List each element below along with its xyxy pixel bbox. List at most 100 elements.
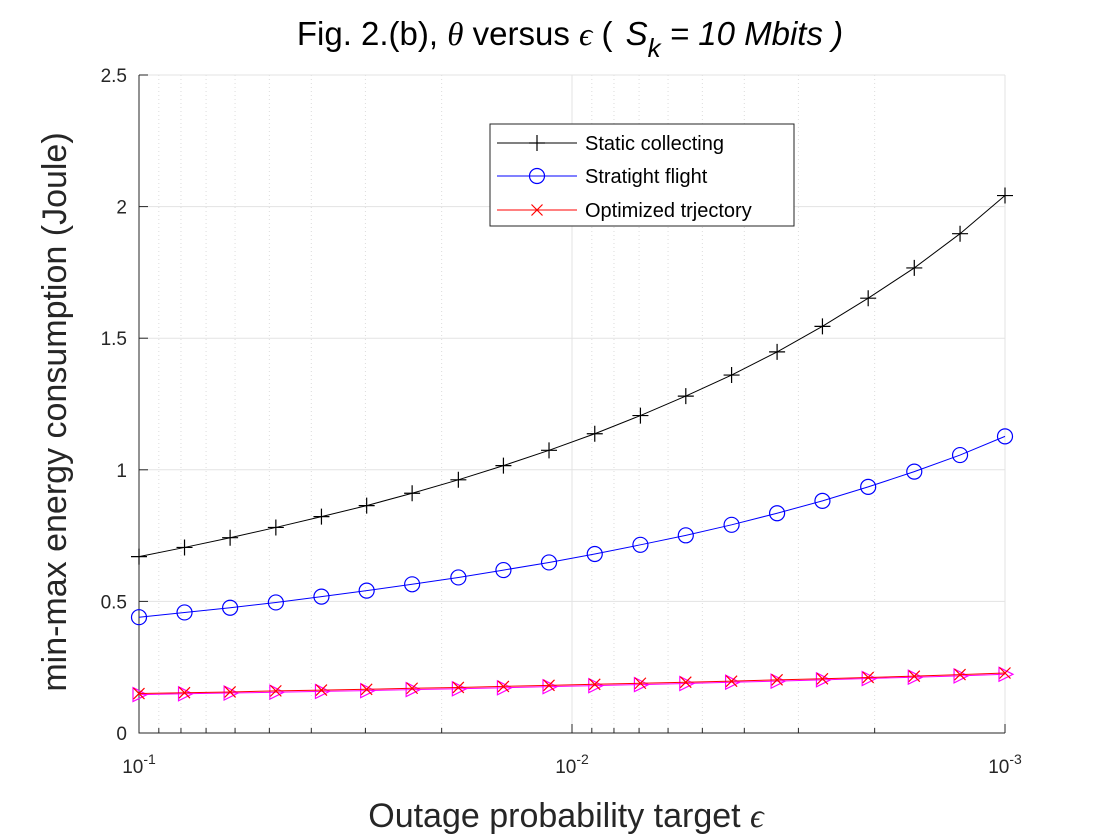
- circle-marker: [176, 604, 193, 621]
- triangle-marker: [496, 679, 513, 696]
- legend-box: [489, 123, 795, 227]
- triangle-marker: [861, 670, 878, 687]
- x-marker: [133, 687, 145, 700]
- circle-marker: [860, 478, 877, 496]
- plus-marker: [586, 425, 603, 442]
- plus-marker: [131, 548, 147, 565]
- x-marker: [497, 680, 510, 693]
- circle-marker: [677, 527, 694, 544]
- legend-entries: Static collecting Stratight flight Optimiz…: [497, 133, 752, 222]
- title-s: S: [626, 15, 648, 52]
- x-marker: [862, 671, 875, 684]
- x-marker: [816, 672, 829, 685]
- circle-marker: [267, 594, 284, 611]
- y-tick-label: 2.5: [101, 66, 127, 87]
- triangle-marker: [132, 686, 149, 703]
- triangle-marker: [907, 669, 924, 686]
- circle-marker: [495, 561, 512, 579]
- plus-marker: [313, 508, 330, 525]
- plus-marker: [529, 135, 545, 151]
- plus-marker: [267, 519, 284, 536]
- x-tick-label: 10-1: [122, 751, 156, 778]
- x-marker: [531, 204, 543, 216]
- circle-marker: [130, 609, 148, 626]
- chart-title: Fig. 2.(b), θ versus ϵ ( Sk = 10 Mbits ): [297, 15, 843, 63]
- title-subscript-k: k: [648, 33, 663, 63]
- triangle-marker: [314, 683, 331, 700]
- circle-marker: [404, 576, 421, 593]
- plus-marker: [723, 367, 740, 384]
- series-optimized-trjectory: [133, 667, 1011, 700]
- triangle-marker: [223, 685, 240, 701]
- triangle-marker: [953, 667, 970, 684]
- y-tick-label: 1.5: [101, 329, 127, 350]
- triangle-marker: [770, 673, 787, 690]
- plus-marker: [677, 388, 694, 405]
- series-layer: [130, 187, 1015, 703]
- legend-entry: Static collecting: [497, 133, 724, 155]
- y-axis-label: min-max energy consumption (Joule): [36, 132, 74, 691]
- plus-marker: [450, 471, 467, 488]
- legend-label: Stratight flight: [585, 166, 708, 188]
- plus-marker: [814, 318, 831, 335]
- x-marker: [771, 673, 784, 686]
- x-marker: [269, 684, 282, 697]
- plus-marker: [952, 225, 969, 242]
- circle-marker: [814, 492, 831, 509]
- title-prefix: Fig. 2.(b),: [297, 15, 447, 52]
- circle-marker: [358, 582, 375, 599]
- legend: Static collecting Stratight flight Optimiz…: [489, 123, 795, 227]
- x-marker: [634, 677, 647, 690]
- x-marker: [360, 683, 373, 696]
- circle-marker: [906, 463, 923, 480]
- circle-marker: [586, 545, 603, 563]
- circle-marker: [951, 446, 969, 464]
- x-tick-label: 10-3: [988, 751, 1022, 778]
- legend-entry: Stratight flight: [497, 166, 708, 188]
- x-marker: [999, 667, 1011, 679]
- y-tick-label: 2: [116, 198, 127, 219]
- title-epsilon: ϵ: [579, 17, 594, 53]
- circle-marker: [723, 516, 740, 533]
- title-middle: versus: [463, 15, 579, 52]
- plus-marker: [632, 407, 649, 424]
- series-line: [138, 672, 1006, 695]
- x-marker: [588, 678, 601, 691]
- series-magenta-triangles: [132, 666, 1015, 703]
- circle-marker: [632, 536, 649, 553]
- circle-marker: [540, 554, 558, 571]
- series-stratight-flight: [130, 428, 1014, 626]
- plus-marker: [906, 259, 923, 276]
- y-tick-label: 0.5: [101, 592, 127, 613]
- x-marker: [954, 668, 966, 681]
- triangle-marker: [405, 681, 422, 698]
- legend-label: Static collecting: [585, 133, 724, 155]
- triangle-marker: [724, 674, 741, 691]
- x-axis-label-epsilon: ϵ: [750, 798, 765, 835]
- plus-marker: [769, 343, 786, 360]
- circle-marker: [313, 588, 330, 605]
- y-tick-labels: 0 0.5 1 1.5 2 2.5: [101, 66, 127, 745]
- minor-grid: [158, 75, 876, 733]
- y-tick-label: 0: [116, 724, 127, 745]
- plus-marker: [541, 442, 558, 459]
- plus-marker: [222, 529, 239, 546]
- x-axis-label: Outage probability target ϵ: [368, 797, 765, 835]
- plus-marker: [404, 485, 421, 502]
- triangle-marker: [360, 682, 377, 699]
- x-marker: [543, 679, 555, 692]
- x-marker: [725, 675, 738, 688]
- series-line: [138, 195, 1006, 558]
- circle-marker: [996, 428, 1014, 445]
- axis-frame: [138, 75, 1005, 734]
- series-static-collecting: [131, 187, 1013, 565]
- legend-entry: Optimized trjectory: [497, 200, 752, 222]
- x-marker: [178, 686, 191, 699]
- y-tick-label: 1: [116, 461, 127, 482]
- circle-marker: [450, 569, 467, 586]
- triangle-marker: [588, 677, 605, 694]
- title-theta: θ: [447, 17, 463, 53]
- triangle-marker: [679, 675, 696, 692]
- triangle-marker: [633, 676, 650, 693]
